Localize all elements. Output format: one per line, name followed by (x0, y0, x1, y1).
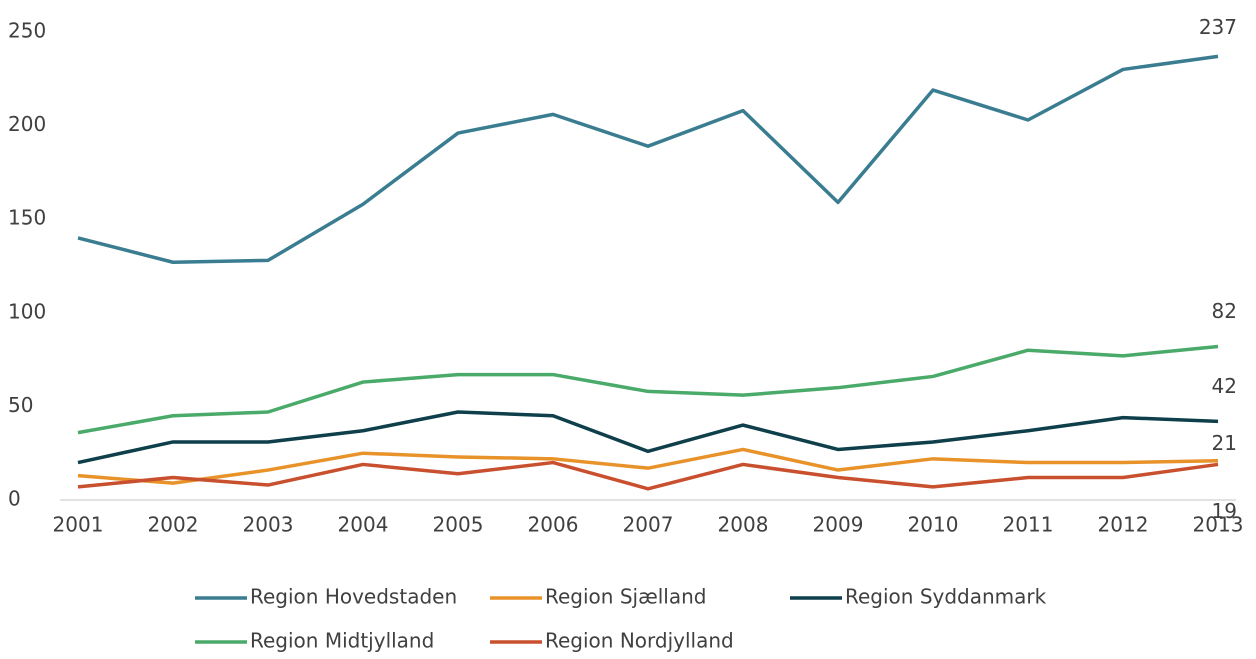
legend-label: Region Midtjylland (250, 629, 434, 653)
x-tick-label: 2013 (1193, 513, 1244, 537)
series-line (77, 447, 1219, 485)
y-tick-label: 150 (8, 206, 46, 230)
data-label: 21 (1212, 431, 1237, 455)
series-line (77, 460, 1219, 491)
x-tick-label: 2010 (908, 513, 959, 537)
data-label: 42 (1212, 374, 1237, 398)
series-line (77, 344, 1219, 435)
data-label: 82 (1212, 299, 1237, 323)
y-tick-label: 0 (8, 487, 21, 511)
x-tick-label: 2011 (1003, 513, 1054, 537)
x-tick-label: 2004 (338, 513, 389, 537)
y-tick-label: 100 (8, 299, 46, 323)
legend-label: Region Nordjylland (545, 629, 734, 653)
series-line (77, 410, 1219, 465)
y-tick-label: 250 (8, 19, 46, 43)
y-tick-label: 50 (8, 393, 33, 417)
x-tick-label: 2001 (53, 513, 104, 537)
x-tick-label: 2007 (623, 513, 674, 537)
x-tick-label: 2005 (433, 513, 484, 537)
x-tick-label: 2003 (243, 513, 294, 537)
x-tick-label: 2006 (528, 513, 579, 537)
x-tick-label: 2009 (813, 513, 864, 537)
legend-label: Region Sjælland (545, 585, 706, 609)
legend-label: Region Syddanmark (845, 585, 1047, 609)
x-tick-label: 2002 (148, 513, 199, 537)
data-label: 237 (1199, 15, 1237, 39)
x-tick-label: 2008 (718, 513, 769, 537)
x-tick-label: 2012 (1098, 513, 1149, 537)
legend-label: Region Hovedstaden (250, 585, 457, 609)
y-tick-label: 200 (8, 112, 46, 136)
data-label: 19 (1212, 499, 1237, 523)
series-line (77, 54, 1219, 265)
